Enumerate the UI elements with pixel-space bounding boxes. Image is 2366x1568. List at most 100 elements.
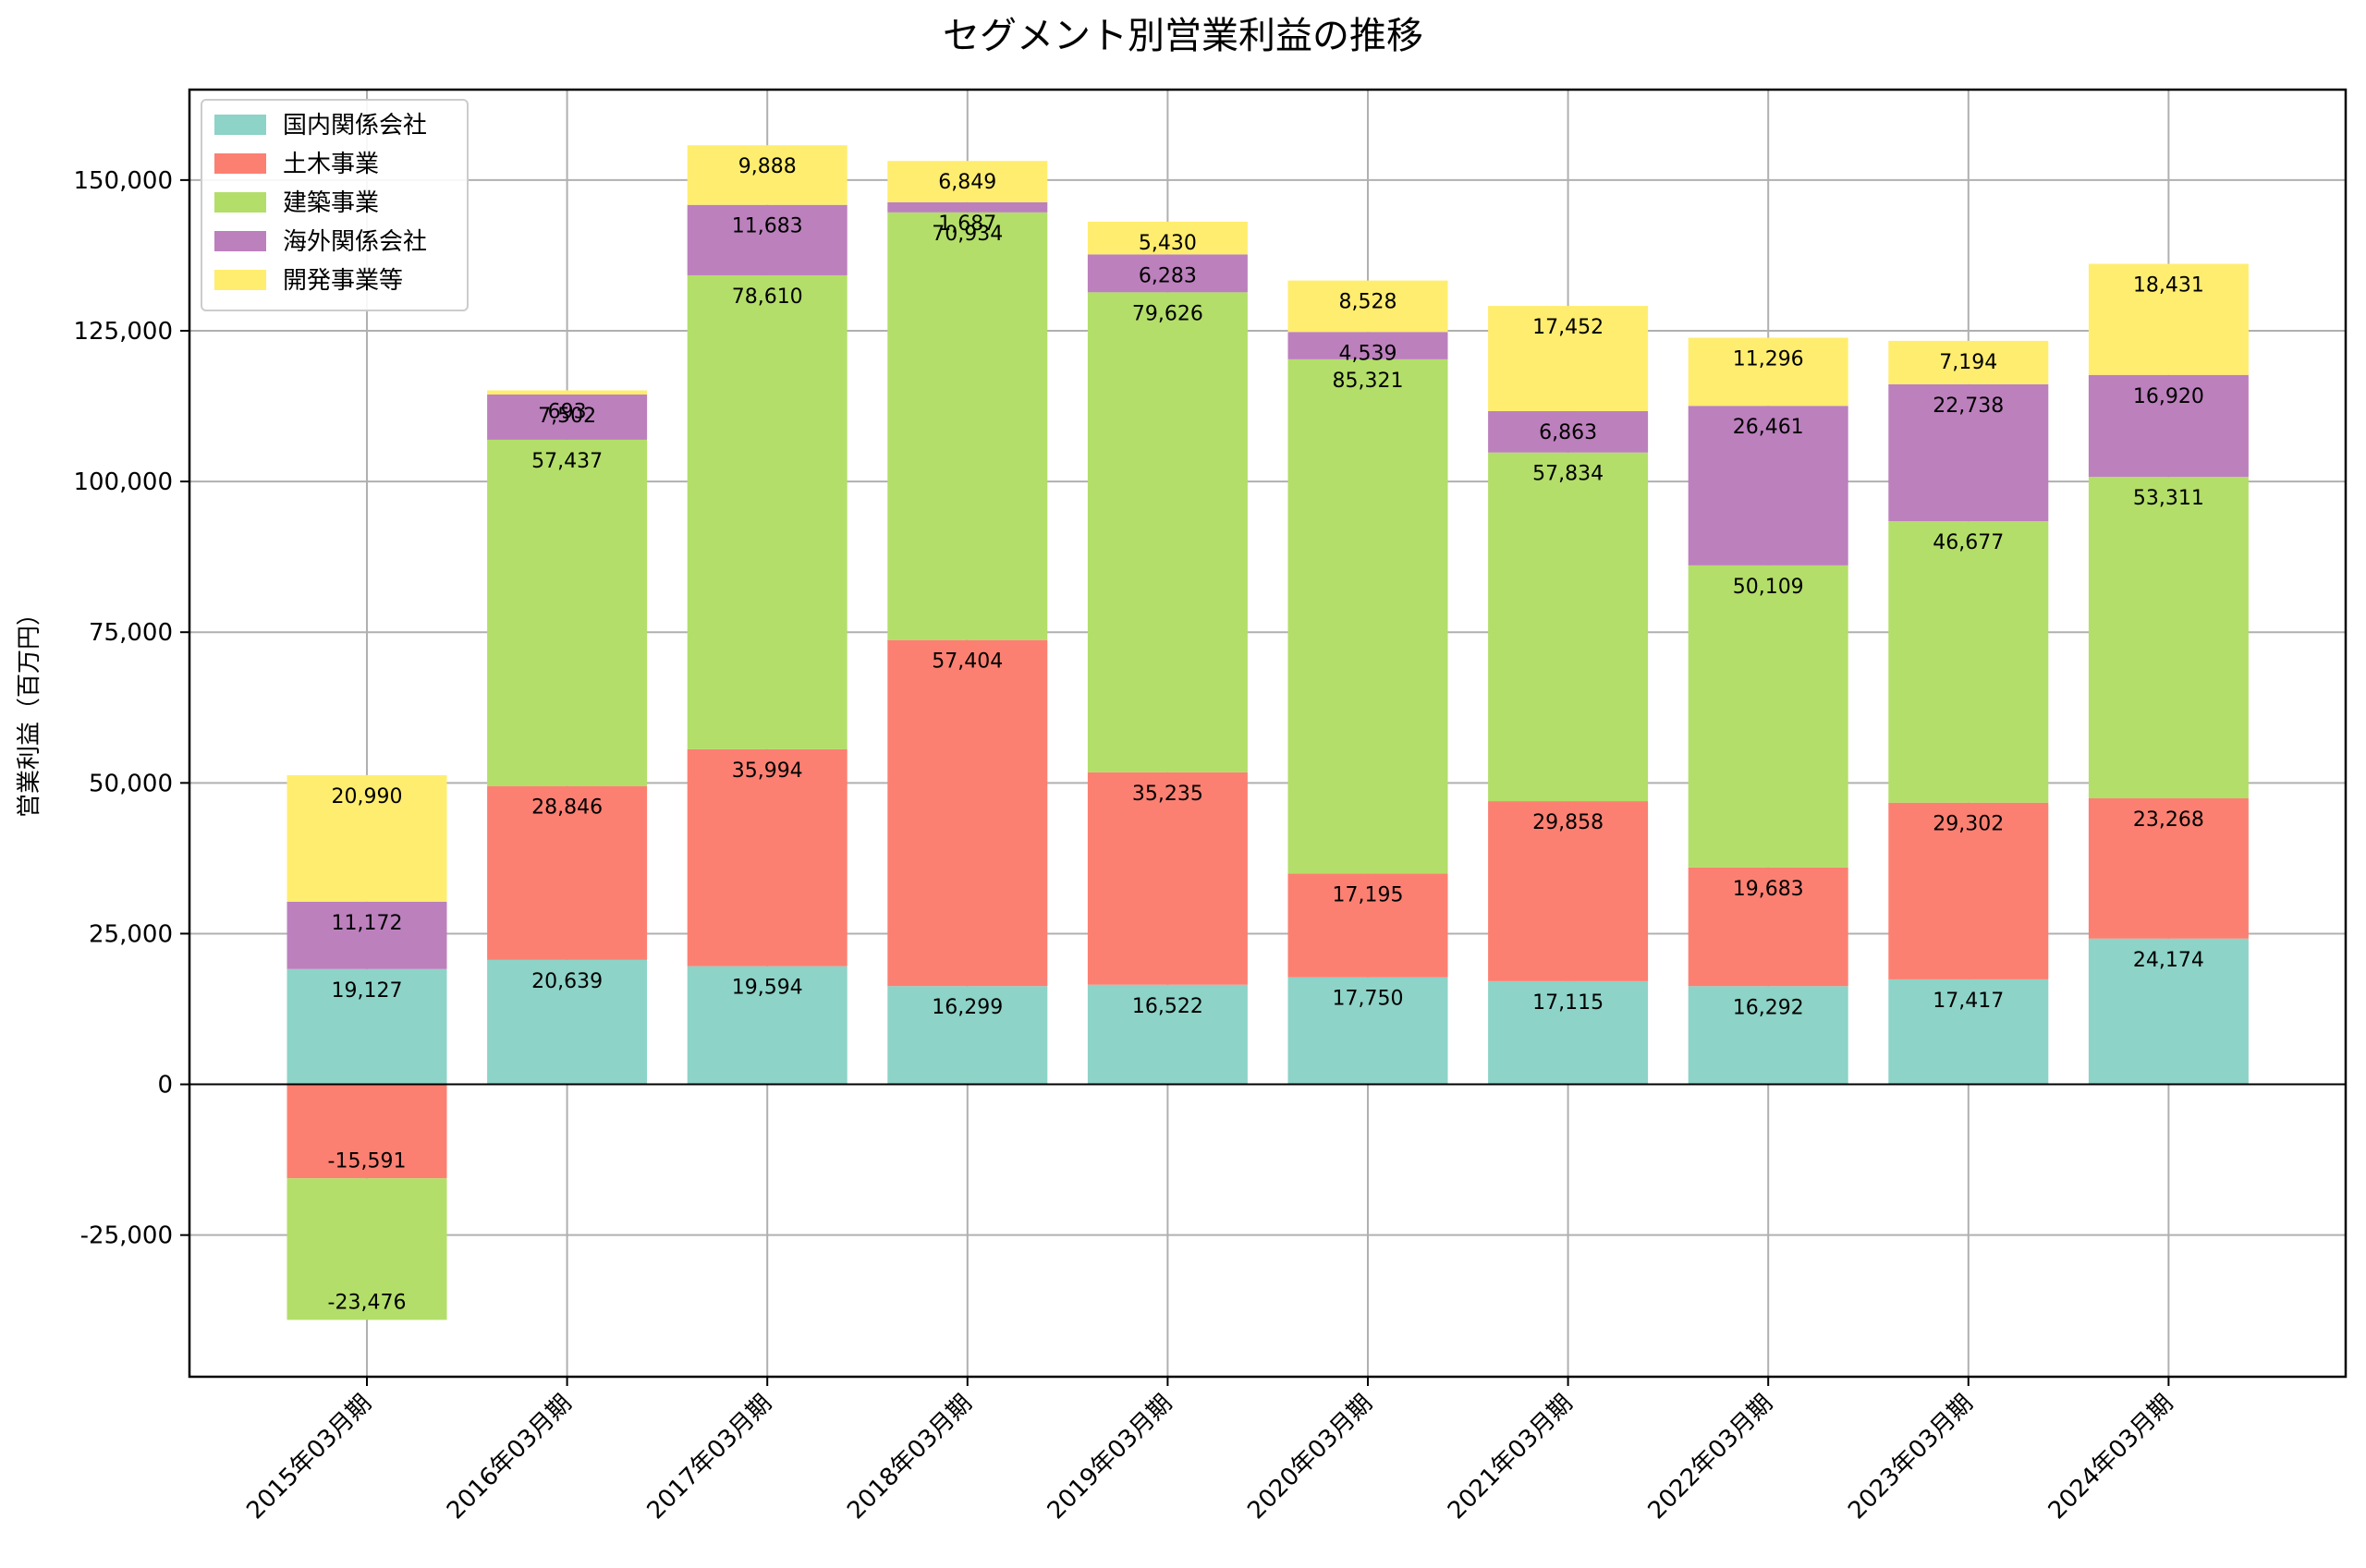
bar-value-label: 16,920 (2133, 385, 2204, 408)
bar-value-label: 9,888 (738, 155, 797, 178)
bar-segment (1087, 221, 1248, 255)
bar-segment (1287, 873, 1448, 978)
bar-value-label: -15,591 (328, 1149, 407, 1173)
bar-segment (487, 390, 648, 395)
bar-segment (1688, 986, 1848, 1085)
bar-segment (887, 639, 1048, 987)
bar-value-label: 8,528 (1339, 291, 1397, 314)
y-tick-label: 0 (157, 1072, 173, 1100)
bar-segment (1688, 565, 1848, 868)
bar-value-label: 19,683 (1733, 878, 1804, 901)
bar-segment (687, 145, 848, 205)
bar-value-label: 79,626 (1132, 302, 1203, 325)
chart-title: セグメント別営業利益の推移 (943, 15, 1423, 57)
bar-segment (1888, 383, 2049, 522)
bar-value-label: 18,431 (2133, 274, 2204, 298)
x-tick-label: 2018年03月期 (842, 1390, 978, 1525)
bar-value-label: 23,268 (2133, 808, 2204, 832)
bar-segment (887, 212, 1048, 640)
x-tick-label: 2020年03月期 (1242, 1390, 1378, 1525)
bar-value-label: 11,296 (1733, 348, 1804, 371)
bar-segment (487, 959, 648, 1085)
bar-value-label: 5,430 (1139, 232, 1197, 255)
bar-segment (687, 966, 848, 1085)
legend-label: 開発事業等 (283, 267, 403, 295)
bar-segment (1688, 337, 1848, 407)
bar-value-label: 11,172 (332, 912, 403, 935)
bar-value-label: 17,750 (1333, 988, 1404, 1011)
bar-segment (1488, 980, 1649, 1085)
legend-label: 国内関係会社 (283, 112, 427, 140)
bar-value-label: 17,195 (1333, 884, 1404, 907)
bar-segment (1488, 410, 1649, 453)
bar-value-label: 17,452 (1532, 316, 1604, 339)
legend-swatch (214, 231, 266, 251)
bar-value-label: 57,437 (531, 450, 603, 473)
bar-value-label: 20,990 (332, 785, 403, 808)
bar-segment (1087, 984, 1248, 1085)
bar-value-label: 6,283 (1139, 264, 1197, 287)
bar-segment (1087, 292, 1248, 772)
x-tick-label: 2017年03月期 (642, 1390, 778, 1525)
bar-value-label: 11,683 (732, 215, 803, 238)
x-tick-label: 2024年03月期 (2043, 1390, 2179, 1525)
bar-segment (1888, 802, 2049, 979)
legend-swatch (214, 153, 266, 174)
bar-segment (1287, 359, 1448, 874)
bar-segment (2088, 938, 2249, 1085)
bar-segment (2088, 263, 2249, 375)
y-tick-label: 125,000 (73, 318, 173, 346)
x-tick-label: 2016年03月期 (442, 1390, 578, 1525)
bar-segment (1488, 452, 1649, 802)
bar-segment (687, 204, 848, 275)
bar-value-label: 17,417 (1933, 990, 2004, 1013)
bar-segment (287, 1084, 447, 1179)
x-tick-label: 2015年03月期 (241, 1390, 377, 1525)
bar-value-label: 24,174 (2133, 949, 2204, 972)
y-tick-label: 25,000 (89, 920, 173, 948)
bar-segment (287, 774, 447, 902)
bar-value-label: 35,994 (732, 760, 803, 783)
x-tick-label: 2021年03月期 (1443, 1390, 1579, 1525)
bar-segment (887, 161, 1048, 202)
bar-segment (2088, 477, 2249, 799)
bar-value-label: 16,522 (1132, 995, 1203, 1018)
bar-value-label: 35,235 (1132, 783, 1203, 806)
bar-value-label: 85,321 (1333, 370, 1404, 393)
bar-value-label: 22,738 (1933, 395, 2004, 418)
bar-segment (487, 394, 648, 440)
bar-value-label: 17,115 (1532, 991, 1604, 1015)
y-tick-label: 150,000 (73, 167, 173, 195)
legend-swatch (214, 192, 266, 213)
bar-value-label: 693 (548, 400, 587, 423)
y-axis-title: 営業利益（百万円） (16, 602, 43, 818)
bar-value-label: 20,639 (531, 970, 603, 993)
bar-segment (1888, 340, 2049, 384)
bar-value-label: 46,677 (1933, 531, 2004, 554)
y-tick-label: 100,000 (73, 468, 173, 496)
bar-value-labels: 19,127 20,639 19,594 16,299 16,522 17,750 17,1… (328, 155, 2204, 1314)
legend-box (201, 99, 469, 311)
plot-frame (188, 88, 2348, 1379)
legend-label: 建築事業 (283, 189, 379, 217)
bar-segment (1287, 280, 1448, 333)
bar-segment (1087, 772, 1248, 985)
y-tick-label: 50,000 (89, 770, 173, 797)
bar-value-label: 19,594 (732, 977, 803, 1000)
x-tick-label: 2023年03月期 (1843, 1390, 1979, 1525)
bar-value-label: 57,834 (1532, 463, 1604, 486)
bar-value-label: 7,502 (538, 405, 596, 428)
bar-segment (487, 439, 648, 786)
bar-segment (287, 968, 447, 1085)
legend-swatch (214, 115, 266, 135)
bar-value-label: 7,194 (1939, 351, 1997, 374)
bar-value-label: 16,292 (1733, 996, 1804, 1019)
legend-swatch (214, 270, 266, 290)
bar-value-label: 26,461 (1733, 416, 1804, 439)
y-tick-label: -25,000 (80, 1222, 173, 1250)
x-tick-label: 2019年03月期 (1043, 1390, 1178, 1525)
y-tick-label: 75,000 (89, 619, 173, 647)
bar-segment (1087, 254, 1248, 293)
